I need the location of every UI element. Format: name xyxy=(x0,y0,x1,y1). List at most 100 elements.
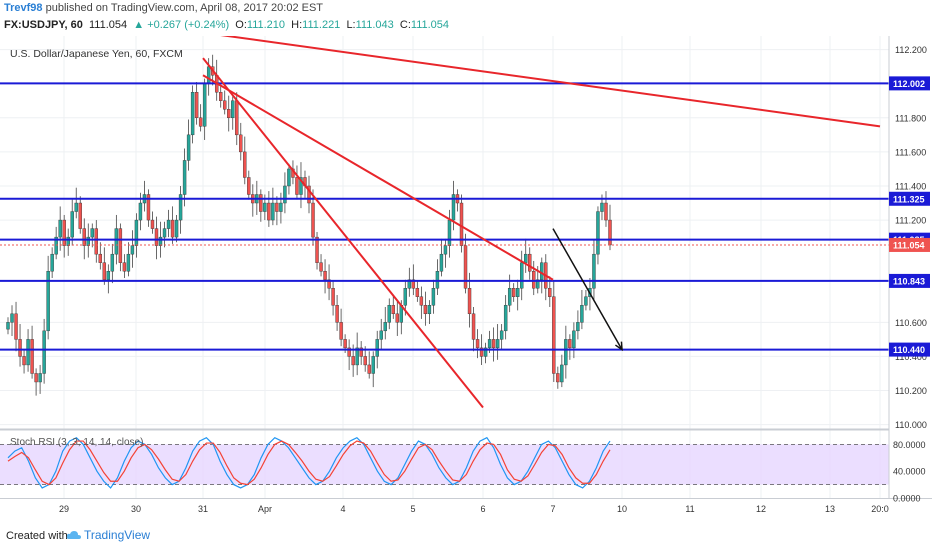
candle xyxy=(604,202,608,221)
y-tick-label: 110.400 xyxy=(895,352,927,362)
x-tick-label: 31 xyxy=(198,504,208,514)
high-value: 111.221 xyxy=(302,19,341,31)
candle xyxy=(158,236,163,246)
candle xyxy=(576,322,580,332)
candle xyxy=(138,202,143,221)
candle xyxy=(239,134,243,153)
level-price-label: 111.325 xyxy=(893,194,925,204)
candle xyxy=(499,330,504,340)
candle xyxy=(206,66,211,84)
candle xyxy=(267,202,271,221)
tradingview-cloud-icon xyxy=(66,531,81,539)
candle xyxy=(503,305,508,332)
candle xyxy=(106,270,111,280)
candle xyxy=(6,322,10,330)
rsi-tick-label: 40.0000 xyxy=(893,467,926,477)
candle xyxy=(22,356,26,366)
y-tick-label: 112.200 xyxy=(895,45,927,55)
ohlc-line: FX:USDJPY, 60 111.054 ▲ +0.267 (+0.24%) … xyxy=(4,19,449,31)
candle xyxy=(307,185,311,204)
candle xyxy=(532,270,536,289)
candle xyxy=(548,288,552,297)
x-tick-label: 12 xyxy=(756,504,766,514)
candle xyxy=(479,347,484,357)
candle xyxy=(379,330,383,340)
chart-canvas[interactable]: 112.200 111.800 111.600 111.400 111.200 110.6… xyxy=(0,36,932,523)
candle xyxy=(62,219,66,246)
candle xyxy=(182,160,187,195)
candle xyxy=(435,270,440,289)
candle xyxy=(515,288,520,297)
created-with-text: Created with xyxy=(6,530,68,542)
close-value: 111.054 xyxy=(410,19,450,31)
trend-line xyxy=(202,57,484,409)
candle xyxy=(592,253,596,289)
candle xyxy=(86,236,90,246)
candle xyxy=(423,305,428,315)
open-label: O: xyxy=(235,19,247,31)
candle xyxy=(391,305,395,315)
candle xyxy=(431,288,436,306)
low-value: 111.043 xyxy=(355,19,394,31)
candle xyxy=(439,253,444,272)
candle xyxy=(287,168,291,187)
candle xyxy=(580,305,584,323)
last-price-box xyxy=(889,237,930,252)
candle xyxy=(407,279,412,289)
candle xyxy=(66,236,70,246)
candle xyxy=(403,288,408,306)
x-tick-label: 7 xyxy=(550,504,555,514)
candle xyxy=(50,253,54,272)
candle xyxy=(572,330,576,349)
candle xyxy=(279,202,283,212)
level-price-box xyxy=(889,342,930,357)
high-label: H: xyxy=(291,19,303,31)
candle xyxy=(351,356,355,366)
candle xyxy=(94,228,98,255)
candle xyxy=(154,228,159,246)
candle xyxy=(54,236,58,255)
candle xyxy=(74,202,78,212)
candle xyxy=(263,202,267,212)
candle xyxy=(383,322,387,332)
symbol-label: FX:USDJPY, 60 xyxy=(4,19,83,31)
candle xyxy=(339,322,343,340)
candle xyxy=(323,270,327,280)
candle xyxy=(14,313,18,340)
candle xyxy=(451,194,456,221)
candle xyxy=(387,305,391,323)
candle xyxy=(415,288,420,297)
candle xyxy=(130,245,135,255)
author-link[interactable]: Trevf98 xyxy=(4,2,43,14)
rsi-k-line xyxy=(7,436,611,489)
level-price-box xyxy=(889,273,930,288)
candle xyxy=(26,339,30,366)
rsi-tick-label: 0.0000 xyxy=(893,494,921,504)
candle xyxy=(30,339,34,374)
candle xyxy=(495,339,500,349)
candle xyxy=(126,253,131,272)
y-tick-label: 111.800 xyxy=(895,113,926,123)
candle xyxy=(134,219,139,246)
x-tick-label: Apr xyxy=(258,504,272,514)
x-tick-label: 13 xyxy=(825,504,835,514)
main-chart-title: U.S. Dollar/Japanese Yen, 60, FXCM xyxy=(10,48,183,60)
x-tick-label: 10 xyxy=(617,504,627,514)
candle xyxy=(46,270,50,332)
tradingview-brand[interactable]: TradingView xyxy=(84,528,151,542)
price-change: ▲ +0.267 (+0.24%) xyxy=(133,19,230,31)
candle xyxy=(223,100,227,110)
candle xyxy=(235,100,239,136)
candle xyxy=(219,92,223,101)
candle xyxy=(102,262,107,280)
candle xyxy=(174,219,179,238)
candle xyxy=(178,194,183,221)
candle xyxy=(271,202,275,221)
candle xyxy=(540,262,544,280)
candle xyxy=(347,347,351,357)
candle xyxy=(371,356,375,374)
candle xyxy=(608,219,612,246)
candle xyxy=(355,347,359,366)
x-tick-label: 5 xyxy=(410,504,415,514)
candle xyxy=(227,109,231,119)
